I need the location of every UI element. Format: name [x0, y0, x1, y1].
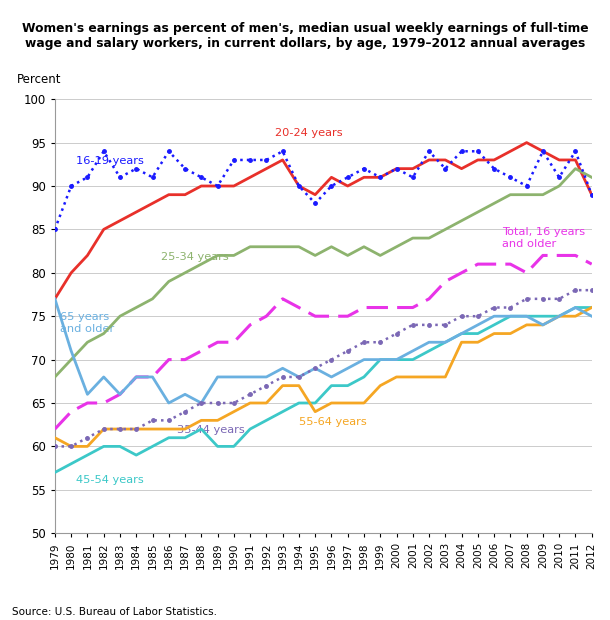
Text: 65 years
and older: 65 years and older [60, 312, 114, 334]
Text: Women's earnings as percent of men's, median usual weekly earnings of full-time
: Women's earnings as percent of men's, me… [22, 22, 588, 50]
Text: 16-19 years: 16-19 years [76, 156, 144, 166]
Text: 55-64 years: 55-64 years [299, 417, 367, 427]
Text: 25-34 years: 25-34 years [160, 252, 228, 262]
Text: 35-44 years: 35-44 years [177, 425, 245, 435]
Text: Source: U.S. Bureau of Labor Statistics.: Source: U.S. Bureau of Labor Statistics. [12, 607, 217, 617]
Text: Total, 16 years
and older: Total, 16 years and older [502, 227, 586, 249]
Text: 45-54 years: 45-54 years [76, 475, 144, 485]
Text: 20-24 years: 20-24 years [274, 128, 342, 138]
Text: Percent: Percent [17, 73, 62, 86]
